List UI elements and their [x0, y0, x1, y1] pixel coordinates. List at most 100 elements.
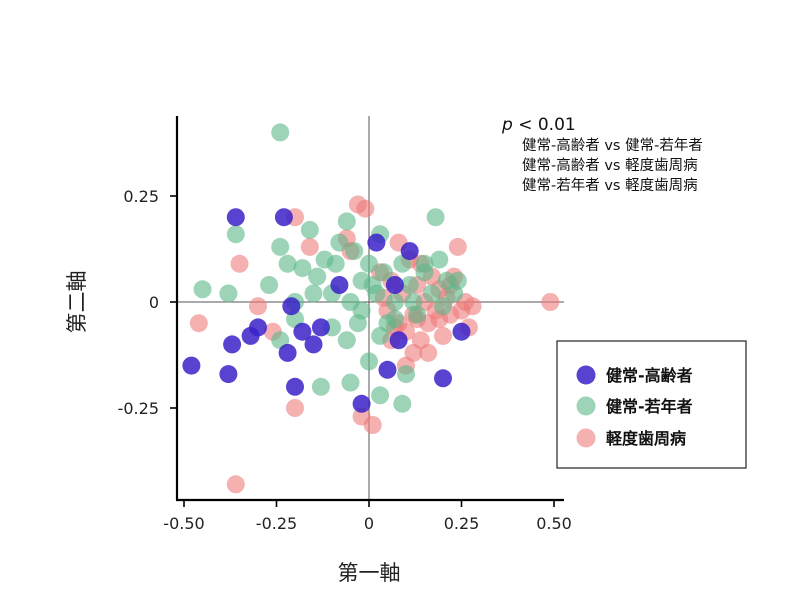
legend-swatch-mild-periodontitis [576, 428, 596, 448]
data-point-mild-periodontitis [189, 314, 208, 333]
data-point-healthy-young [397, 365, 415, 384]
data-point-healthy-young [404, 293, 423, 311]
data-point-healthy-young [430, 250, 449, 269]
data-point-healthy-elderly [311, 318, 330, 337]
data-point-mild-periodontitis [230, 254, 249, 273]
data-point-healthy-young [371, 386, 390, 405]
y-tick-label: -0.25 [118, 399, 159, 418]
legend-label-healthy-young: 健常-若年者 [606, 397, 693, 416]
data-point-healthy-young [337, 212, 356, 231]
data-point-mild-periodontitis [286, 399, 304, 417]
data-point-healthy-elderly [286, 377, 304, 396]
tick-marks: -0.50 -0.25 0 0.25 0.50 0.25 0 -0.25 [118, 187, 572, 533]
axes [175, 116, 564, 502]
comparison-line-3: 健常-若年者 vs 軽度歯周病 [522, 177, 698, 194]
data-point-healthy-young [219, 284, 238, 303]
data-point-healthy-young [448, 271, 467, 290]
data-point-healthy-elderly [282, 297, 301, 316]
data-point-healthy-young [304, 284, 323, 303]
data-points [182, 123, 560, 494]
series-healthy-elderly [182, 208, 471, 413]
data-point-healthy-elderly [274, 208, 293, 227]
x-tick-label: -0.25 [256, 514, 297, 533]
x-tick-label: -0.50 [163, 514, 204, 533]
data-point-healthy-young [193, 280, 212, 299]
data-point-healthy-young [371, 326, 390, 345]
data-point-healthy-young [400, 276, 419, 294]
legend-label-healthy-elderly: 健常-高齢者 [606, 366, 693, 385]
data-point-healthy-young [434, 297, 452, 316]
x-tick-label: 0 [364, 514, 374, 533]
data-point-healthy-young [226, 225, 245, 244]
data-point-healthy-young [360, 352, 378, 371]
data-point-healthy-young [422, 284, 441, 303]
data-point-healthy-elderly [293, 322, 312, 341]
data-point-healthy-elderly [378, 360, 397, 379]
data-point-mild-periodontitis [448, 237, 467, 256]
data-point-healthy-elderly [249, 318, 267, 337]
data-point-mild-periodontitis [434, 326, 452, 345]
data-point-healthy-elderly [219, 365, 238, 384]
data-point-healthy-young [330, 233, 349, 252]
data-point-healthy-young [415, 254, 434, 273]
significance-annotation: p < 0.01 健常-高齢者 vs 健常-若年者 健常-高齢者 vs 軽度歯周… [501, 115, 703, 194]
data-point-healthy-elderly [330, 276, 349, 294]
comparison-line-2: 健常-高齢者 vs 軽度歯周病 [522, 157, 698, 174]
data-point-healthy-young [385, 293, 404, 311]
data-point-healthy-young [426, 208, 445, 227]
p-value-label: p < 0.01 [501, 115, 576, 135]
data-point-healthy-young [278, 254, 297, 273]
y-tick-label: 0.25 [123, 187, 159, 206]
data-point-mild-periodontitis [226, 475, 245, 494]
data-point-healthy-elderly [352, 394, 371, 413]
data-point-healthy-young [326, 254, 345, 273]
legend: 健常-高齢者 健常-若年者 軽度歯周病 [556, 340, 747, 469]
data-point-healthy-young [393, 394, 412, 413]
data-point-healthy-elderly [367, 233, 386, 252]
comparison-line-1: 健常-高齢者 vs 健常-若年者 [522, 137, 703, 154]
data-point-healthy-young [385, 310, 404, 328]
data-point-healthy-young [271, 237, 290, 256]
data-point-healthy-elderly [434, 369, 452, 388]
data-point-healthy-elderly [223, 335, 242, 354]
data-point-healthy-elderly [452, 322, 471, 341]
data-point-healthy-young [308, 267, 327, 286]
x-tick-label: 0.50 [536, 514, 572, 533]
data-point-healthy-young [363, 276, 382, 294]
data-point-mild-periodontitis [356, 199, 375, 218]
data-point-healthy-elderly [226, 208, 245, 227]
data-point-healthy-elderly [400, 242, 419, 261]
x-axis-title: 第一軸 [338, 561, 401, 585]
x-tick-label: 0.25 [444, 514, 480, 533]
data-point-healthy-young [374, 263, 393, 282]
data-point-mild-periodontitis [419, 343, 438, 362]
data-point-healthy-elderly [389, 331, 408, 350]
data-point-healthy-young [360, 254, 378, 273]
data-point-mild-periodontitis [249, 297, 267, 316]
data-point-healthy-young [271, 123, 290, 142]
data-point-healthy-elderly [385, 276, 404, 294]
legend-swatch-healthy-young [576, 396, 596, 416]
data-point-healthy-young [300, 220, 319, 239]
p-symbol: p [501, 115, 513, 135]
p-value-text: < 0.01 [513, 115, 576, 135]
data-point-mild-periodontitis [541, 293, 560, 311]
data-point-healthy-young [348, 314, 367, 333]
legend-label-mild-periodontitis: 軽度歯周病 [606, 429, 686, 448]
data-point-mild-periodontitis [300, 237, 319, 256]
legend-swatch-healthy-elderly [576, 365, 596, 385]
data-point-healthy-young [345, 242, 364, 261]
data-point-healthy-elderly [278, 343, 297, 362]
zero-crosshair [177, 116, 564, 500]
data-point-healthy-elderly [304, 335, 323, 354]
data-point-healthy-young [311, 377, 330, 396]
y-axis-title: 第二軸 [65, 271, 89, 334]
data-point-healthy-young [341, 373, 360, 392]
data-point-healthy-elderly [182, 356, 201, 375]
data-point-healthy-young [260, 276, 279, 294]
data-point-healthy-young [293, 259, 312, 278]
y-tick-label: 0 [149, 293, 159, 312]
data-point-mild-periodontitis [463, 297, 482, 316]
data-point-healthy-young [337, 331, 356, 350]
